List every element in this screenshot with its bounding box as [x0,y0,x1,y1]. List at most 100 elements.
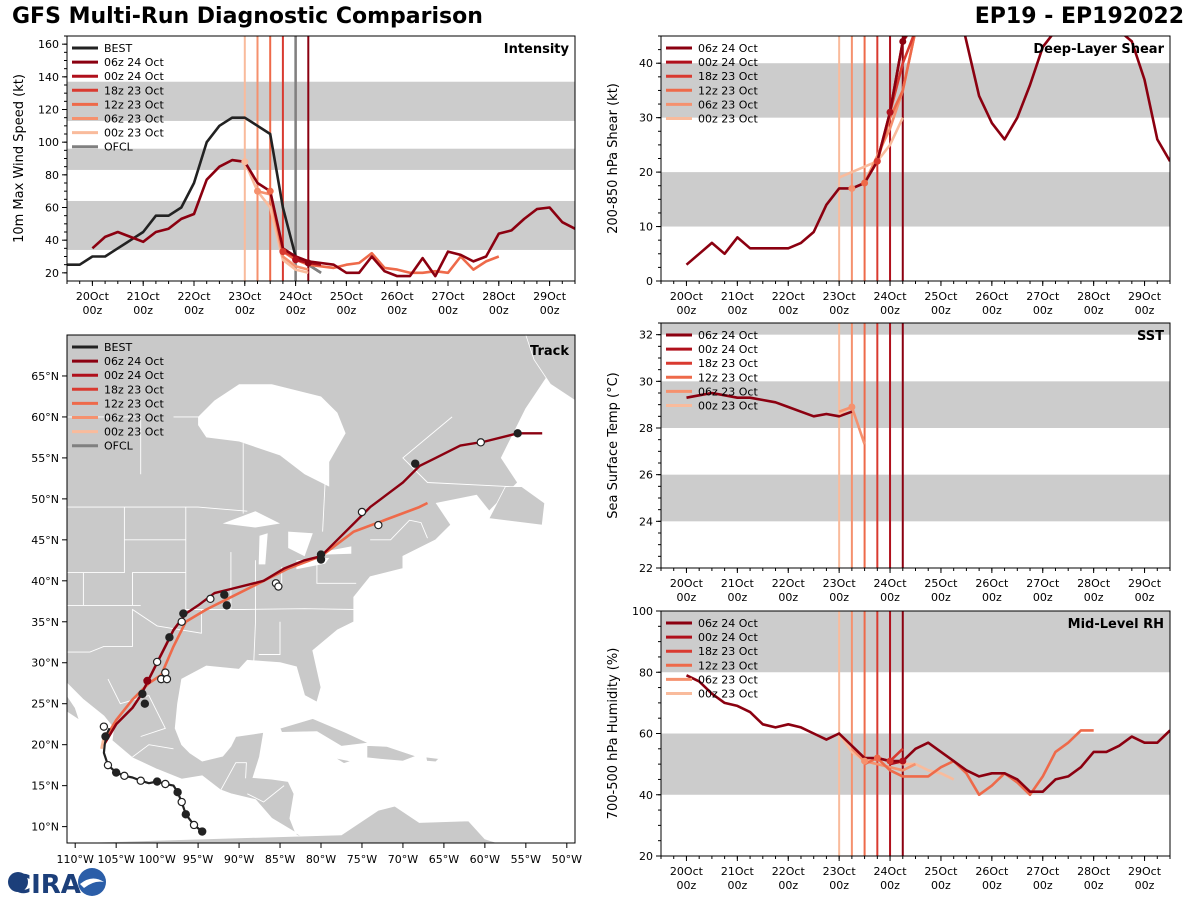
x-tick-label: 00z [438,304,458,317]
x-tick-label: 27Oct [1026,865,1060,878]
x-tick-label: 28Oct [1077,290,1111,303]
legend-entry: 12z 23 Oct [666,371,758,384]
x-tick-label: 00z [387,304,407,317]
y-tick-label: 40 [639,57,653,70]
legend-label: 06z 23 Oct [698,385,758,398]
land-hispaniola [366,745,418,762]
legend-label: 06z 24 Oct [104,355,164,368]
legend-label: 18z 23 Oct [104,84,164,97]
shaded-band [67,200,575,250]
x-tick-label: 60°W [470,853,500,866]
best-track-point [197,827,207,836]
y-tick-label: 40°N [31,575,59,588]
data-point [292,256,300,264]
figure-title: GFS Multi-Run Diagnostic Comparison [12,4,483,29]
data-point [848,403,856,411]
legend-entry: 06z 24 Oct [72,355,164,368]
x-tick-label: 22Oct [177,290,211,303]
legend-entry: 06z 23 Oct [72,412,164,425]
panel-title: Track [530,344,569,359]
data-point [279,248,287,256]
water-gulf [435,494,494,532]
series-line [685,674,1170,794]
y-tick-label: 35°N [31,616,59,629]
x-tick-label: 26Oct [381,290,415,303]
legend-label: OFCL [104,440,134,453]
legend-label: 06z 24 Oct [104,56,164,69]
legend-label: 00z 24 Oct [698,343,758,356]
y-tick-label: 40 [639,789,653,802]
x-tick-label: 00z [1033,591,1053,604]
x-tick-label: 00z [1084,304,1104,317]
best-track-point [181,810,191,819]
x-tick-label: 28Oct [1077,577,1111,590]
legend-entry: 06z 23 Oct [72,113,164,126]
data-point [899,37,907,45]
legend-entry: 00z 23 Oct [72,426,164,439]
data-point [873,754,881,762]
x-tick-label: 29Oct [1128,577,1162,590]
legend-entry: 00z 23 Oct [72,127,164,140]
panel-title: Intensity [504,42,570,57]
x-tick-label: 24Oct [874,577,908,590]
legend-label: 00z 24 Oct [104,369,164,382]
series-line [257,189,309,271]
x-tick-label: 00z [1084,879,1104,892]
boundary-line [253,560,256,662]
x-tick-label: 26Oct [975,290,1009,303]
legend-entry: 06z 23 Oct [666,98,758,111]
best-track-point [161,779,170,789]
x-tick-label: 28Oct [482,290,516,303]
x-tick-label: 65°W [429,853,459,866]
land-north-america [67,335,575,843]
x-tick-label: 90°W [224,853,254,866]
track-06z-24oct [102,432,543,746]
data-point [266,187,274,195]
forecast-track-point [179,609,188,618]
legend-label: 00z 23 Oct [104,127,164,140]
x-tick-label: 22Oct [772,290,806,303]
shaded-band [661,611,1170,673]
forecast-track-point [274,582,283,591]
x-tick-label: 20Oct [76,290,110,303]
boundary-line [370,519,428,541]
best-track-point [152,777,162,786]
x-tick-label: 100°W [138,853,175,866]
x-tick-label: 24Oct [874,290,908,303]
y-tick-label: 10°N [31,821,59,834]
y-tick-label: 50°N [31,493,59,506]
x-tick-label: 00z [727,879,747,892]
x-tick-label: 00z [1033,879,1053,892]
water-great-lake [258,533,268,565]
legend-entry: 00z 24 Oct [666,631,758,644]
legend-entry: 18z 23 Oct [666,645,758,658]
x-tick-label: 21Oct [127,290,161,303]
shaded-band [661,381,1170,428]
data-point [848,184,856,192]
y-axis-label: 700-500 hPa Humidity (%) [606,648,621,820]
x-tick-label: 00z [931,304,951,317]
legend-label: 06z 23 Oct [698,98,758,111]
x-tick-label: 27Oct [431,290,465,303]
panel-intensity: 2040608010012014016020Oct00z21Oct00z22Oc… [12,35,576,317]
series-line [91,158,575,278]
legend-entry: 00z 23 Oct [666,113,758,126]
legend-entry: OFCL [72,440,134,453]
y-tick-label: 22 [639,562,653,575]
land-newfoundland [488,486,546,526]
x-tick-label: 00z [337,304,357,317]
x-tick-label: 00z [829,591,849,604]
x-tick-label: 00z [83,304,103,317]
legend-entry: 06z 24 Oct [666,42,758,55]
best-track-point [111,768,121,777]
legend-label: 18z 23 Oct [104,383,164,396]
panel-sst: 22242628303220Oct00z21Oct00z22Oct00z23Oc… [606,322,1171,604]
forecast-track-point [143,676,152,685]
boundary-line [201,608,356,610]
forecast-track-point [138,689,147,699]
legend-label: 12z 23 Oct [104,397,164,410]
x-tick-label: 24Oct [874,865,908,878]
boundary-line [322,482,326,532]
x-tick-label: 55°W [511,853,541,866]
